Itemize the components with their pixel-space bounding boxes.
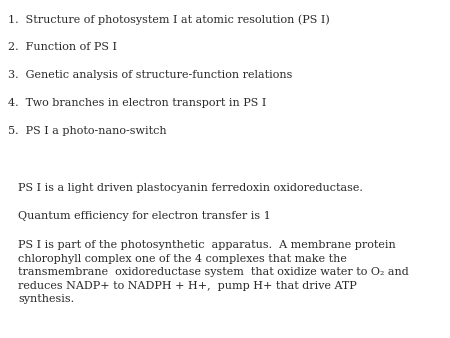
Text: 1.  Structure of photosystem I at atomic resolution (PS I): 1. Structure of photosystem I at atomic … [8,14,330,25]
Text: 4.  Two branches in electron transport in PS I: 4. Two branches in electron transport in… [8,98,266,108]
Text: PS I is a light driven plastocyanin ferredoxin oxidoreductase.: PS I is a light driven plastocyanin ferr… [18,183,363,193]
Text: 2.  Function of PS I: 2. Function of PS I [8,42,117,52]
Text: Quantum efficiency for electron transfer is 1: Quantum efficiency for electron transfer… [18,211,271,221]
Text: PS I is part of the photosynthetic  apparatus.  A membrane protein
chlorophyll c: PS I is part of the photosynthetic appar… [18,240,409,305]
Text: 5.  PS I a photo-nano-switch: 5. PS I a photo-nano-switch [8,126,166,136]
Text: 3.  Genetic analysis of structure-function relations: 3. Genetic analysis of structure-functio… [8,70,292,80]
